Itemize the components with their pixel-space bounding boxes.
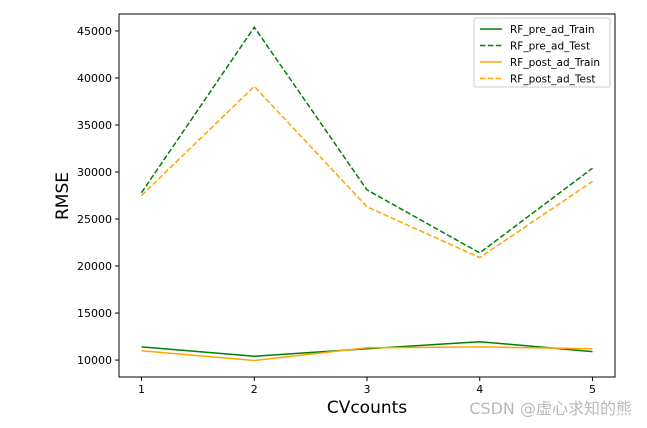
y-tick-label: 20000 — [77, 260, 112, 273]
y-tick-label: 35000 — [77, 119, 112, 132]
x-axis-label: CVcounts — [327, 398, 407, 418]
x-tick-label: 2 — [251, 383, 258, 396]
series-line-RF_post_ad_Train — [141, 346, 593, 362]
series-line-RF_pre_ad_Train — [141, 340, 593, 358]
series-line-RF_post_ad_Test — [140, 85, 593, 259]
x-tick-label: 1 — [138, 383, 145, 396]
legend-label: RF_pre_ad_Test — [510, 41, 590, 53]
legend-label: RF_post_ad_Test — [510, 74, 596, 86]
watermark: CSDN @虚心求知的熊 — [469, 399, 632, 418]
series-line-RF_pre_ad_Test — [140, 25, 593, 254]
y-tick-label: 10000 — [77, 354, 112, 367]
x-tick-label: 3 — [364, 383, 371, 396]
x-tick-label: 5 — [589, 383, 596, 396]
y-tick-label: 15000 — [77, 307, 112, 320]
x-tick-label: 4 — [476, 383, 483, 396]
legend: RF_pre_ad_Train RF_pre_ad_Test RF_post_ad_… — [473, 17, 611, 88]
x-axis-ticks: 1 2 3 4 5 — [138, 377, 596, 396]
y-tick-label: 45000 — [77, 25, 112, 38]
legend-label: RF_pre_ad_Train — [510, 24, 595, 36]
y-tick-label: 40000 — [77, 72, 112, 85]
y-axis-label: RMSE — [53, 172, 73, 220]
legend-box — [473, 17, 611, 88]
y-tick-label: 25000 — [77, 213, 112, 226]
y-axis-ticks: 10000 15000 20000 25000 30000 35000 40000 45000 — [77, 25, 119, 367]
y-tick-label: 30000 — [77, 166, 112, 179]
series-layer — [140, 25, 593, 362]
legend-label: RF_post_ad_Train — [510, 57, 600, 69]
